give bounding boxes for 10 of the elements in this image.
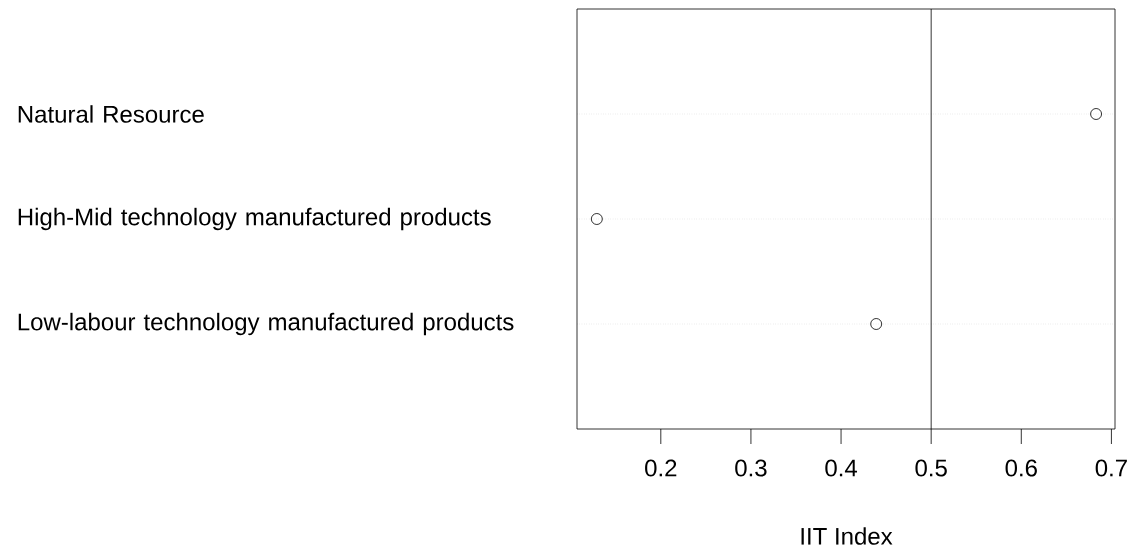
x-axis-title: IIT Index bbox=[801, 527, 893, 545]
x-tick-label: 0.7 bbox=[1095, 459, 1127, 477]
x-tick-label: 0.3 bbox=[735, 459, 767, 477]
x-tick-label: 0.4 bbox=[825, 459, 858, 477]
x-tick-label: 0.6 bbox=[1005, 459, 1037, 477]
x-tick-label: 0.2 bbox=[645, 459, 677, 477]
x-tick-label: 0.5 bbox=[915, 459, 947, 477]
y-tick-label: High-Mid technology manufactured products bbox=[18, 207, 491, 231]
y-tick-label: Low-labour technology manufactured products bbox=[18, 312, 514, 336]
y-tick-label: Natural Resource bbox=[18, 105, 204, 123]
